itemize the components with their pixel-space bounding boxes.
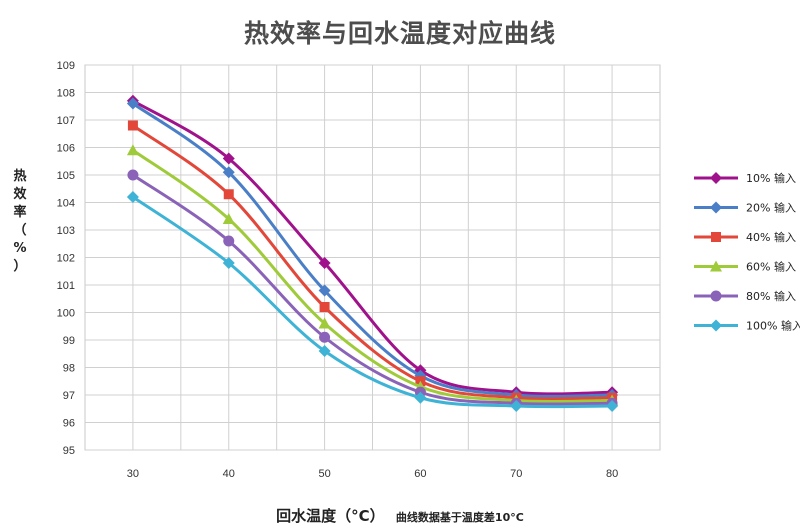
y-axis-label-char: ） bbox=[13, 259, 27, 274]
y-tick-label: 98 bbox=[63, 363, 75, 375]
y-axis-label-char: （ bbox=[13, 223, 27, 238]
y-tick-label: 97 bbox=[63, 390, 75, 402]
legend-marker bbox=[710, 201, 722, 214]
x-axis-note: 曲线数据基于温度差10°C bbox=[395, 511, 524, 524]
x-tick-label: 70 bbox=[510, 468, 522, 480]
y-tick-label: 106 bbox=[57, 143, 75, 155]
series-point bbox=[414, 391, 427, 404]
y-tick-label: 99 bbox=[63, 335, 75, 347]
series-point bbox=[222, 213, 235, 224]
legend-label: 40% 输入 bbox=[746, 230, 796, 244]
y-tick-label: 109 bbox=[57, 60, 75, 72]
y-axis-label-char: 效 bbox=[13, 187, 27, 202]
y-tick-label: 102 bbox=[57, 253, 75, 265]
y-tick-label: 95 bbox=[63, 445, 75, 457]
legend-label: 20% 输入 bbox=[746, 201, 796, 215]
x-axis-label-text: 回水温度（°C） bbox=[276, 507, 385, 525]
legend-marker bbox=[710, 172, 722, 184]
series-point bbox=[127, 169, 139, 181]
y-tick-label: 105 bbox=[57, 170, 75, 182]
x-tick-label: 30 bbox=[127, 468, 139, 480]
series-point bbox=[222, 152, 235, 165]
y-tick-label: 107 bbox=[57, 115, 75, 127]
y-tick-label: 103 bbox=[57, 225, 75, 237]
series-point bbox=[606, 400, 619, 412]
x-tick-label: 40 bbox=[223, 468, 235, 480]
series-point bbox=[126, 144, 139, 156]
y-tick-label: 101 bbox=[57, 280, 75, 292]
y-tick-label: 108 bbox=[57, 88, 75, 100]
series-point bbox=[319, 302, 330, 312]
legend-label: 10% 输入 bbox=[746, 171, 796, 185]
series-point bbox=[319, 331, 331, 343]
series-point bbox=[510, 400, 523, 412]
y-tick-label: 100 bbox=[57, 308, 75, 320]
series-point bbox=[127, 120, 138, 131]
x-tick-label: 80 bbox=[606, 468, 618, 480]
y-axis-label-char: 热 bbox=[13, 169, 27, 184]
legend-marker bbox=[710, 260, 722, 272]
y-tick-label: 104 bbox=[57, 198, 75, 210]
x-tick-label: 60 bbox=[414, 468, 426, 480]
series-point bbox=[318, 284, 331, 297]
legend-label: 60% 输入 bbox=[746, 260, 796, 274]
legend-label: 80% 输入 bbox=[746, 289, 796, 303]
legend-marker bbox=[711, 232, 721, 242]
y-axis-label-char: 率 bbox=[13, 205, 27, 220]
series-point bbox=[318, 257, 331, 269]
y-axis-label: 热效率 （% ） bbox=[12, 168, 28, 276]
series-point bbox=[126, 97, 139, 110]
chart-title: 热效率与回水温度对应曲线 bbox=[243, 19, 556, 48]
series-point bbox=[222, 257, 235, 269]
y-axis-label-char: % bbox=[13, 241, 27, 256]
series-point bbox=[318, 345, 331, 357]
x-axis-label: 回水温度（°C） 曲线数据基于温度差10°C bbox=[0, 505, 800, 526]
series-point bbox=[222, 166, 235, 179]
series-point bbox=[318, 317, 331, 329]
legend-label: 100% 输入 bbox=[746, 319, 800, 333]
x-tick-label: 50 bbox=[318, 468, 330, 480]
series-point bbox=[223, 235, 235, 247]
series-point bbox=[126, 191, 139, 203]
series-point bbox=[223, 189, 234, 200]
legend-marker bbox=[710, 290, 722, 302]
legend-marker bbox=[710, 319, 722, 332]
y-tick-label: 96 bbox=[63, 418, 75, 430]
